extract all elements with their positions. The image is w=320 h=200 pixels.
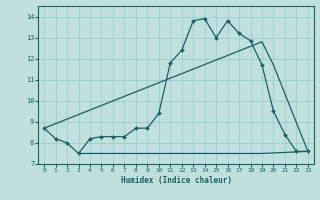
X-axis label: Humidex (Indice chaleur): Humidex (Indice chaleur)	[121, 176, 231, 185]
